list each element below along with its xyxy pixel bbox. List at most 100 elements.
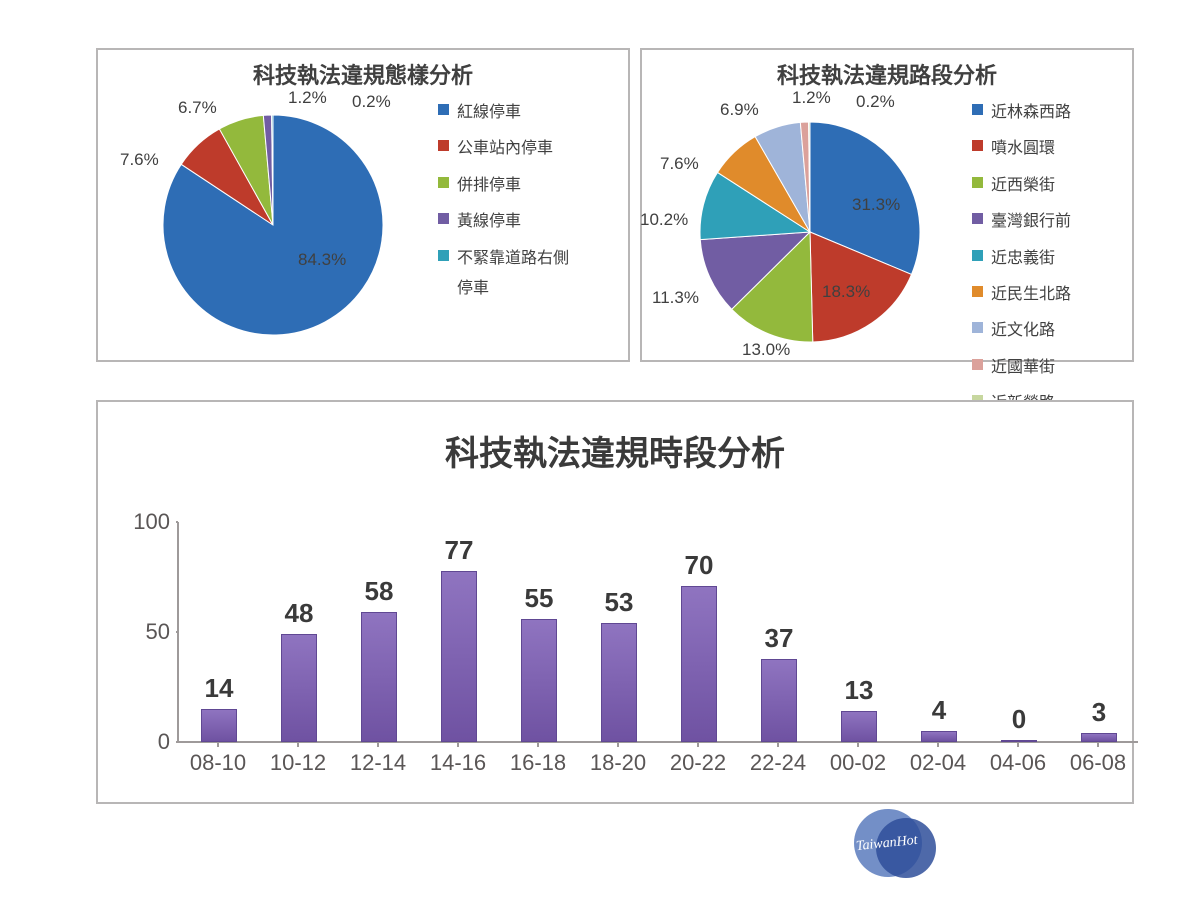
bar-value-label: 70	[685, 550, 714, 581]
legend-label: 近文化路	[991, 316, 1055, 346]
bar: 53	[601, 623, 637, 742]
bar-value-label: 55	[525, 583, 554, 614]
legend-swatch	[438, 250, 449, 261]
legend-item: 黃線停車	[438, 207, 577, 237]
legend-item: 近國華街	[972, 353, 1071, 383]
legend-item: 不緊靠道路右側停車	[438, 244, 577, 305]
legend-label: 併排停車	[457, 171, 521, 201]
x-axis-tick-label: 08-10	[190, 750, 246, 776]
legend-swatch	[972, 104, 983, 115]
x-axis-tick-label: 00-02	[830, 750, 886, 776]
legend-item: 近忠義街	[972, 244, 1071, 274]
x-axis-tick-label: 20-22	[670, 750, 726, 776]
legend-swatch	[972, 213, 983, 224]
watermark-logo: TaiwanHot	[850, 798, 940, 888]
bar: 55	[521, 619, 557, 742]
bar-value-label: 3	[1092, 697, 1106, 728]
legend-swatch	[972, 140, 983, 151]
y-axis-tick-label: 100	[133, 509, 170, 535]
bar: 37	[761, 659, 797, 742]
bar: 77	[441, 571, 477, 742]
pie-percent-label: 6.7%	[178, 98, 217, 118]
legend-item: 近文化路	[972, 316, 1071, 346]
legend-label: 近忠義街	[991, 244, 1055, 274]
pie-percent-label: 0.2%	[352, 92, 391, 112]
bar-value-label: 4	[932, 695, 946, 726]
legend-label: 公車站內停車	[457, 134, 553, 164]
pie-percent-label: 7.6%	[660, 154, 699, 174]
pie-percent-label: 0.2%	[856, 92, 895, 112]
bar-value-label: 0	[1012, 704, 1026, 735]
pie-percent-label: 7.6%	[120, 150, 159, 170]
legend-item: 近林森西路	[972, 98, 1071, 128]
bar-value-label: 48	[285, 598, 314, 629]
x-axis-tick-label: 04-06	[990, 750, 1046, 776]
pie-percent-label: 84.3%	[298, 250, 346, 270]
bar: 70	[681, 586, 717, 742]
legend-item: 近民生北路	[972, 280, 1071, 310]
legend-swatch	[972, 322, 983, 333]
x-axis-tick-label: 14-16	[430, 750, 486, 776]
bar-value-label: 37	[765, 623, 794, 654]
legend-item: 紅線停車	[438, 98, 577, 128]
legend-swatch	[972, 250, 983, 261]
pie-chart-road-section: 科技執法違規路段分析 31.3%18.3%13.0%11.3%10.2%7.6%…	[640, 48, 1134, 362]
legend-swatch	[972, 286, 983, 297]
legend-item: 臺灣銀行前	[972, 207, 1071, 237]
page-root: 科技執法違規態樣分析 84.3%7.6%6.7%1.2%0.2% 紅線停車公車站…	[0, 0, 1200, 900]
legend-label: 黃線停車	[457, 207, 521, 237]
bar: 14	[201, 709, 237, 742]
legend-label: 紅線停車	[457, 98, 521, 128]
bar: 0	[1001, 740, 1037, 742]
pie-percent-label: 6.9%	[720, 100, 759, 120]
legend-item: 噴水圓環	[972, 134, 1071, 164]
bar-value-label: 13	[845, 675, 874, 706]
bar: 3	[1081, 733, 1117, 742]
x-axis-tick-label: 06-08	[1070, 750, 1126, 776]
x-axis-tick-label: 12-14	[350, 750, 406, 776]
x-axis-tick-label: 18-20	[590, 750, 646, 776]
bar: 58	[361, 612, 397, 742]
x-axis-tick-label: 10-12	[270, 750, 326, 776]
bar-chart-time-slot: 科技執法違規時段分析 0 50 100 14 08-10 48 10-12 58 12-14 77…	[96, 400, 1134, 804]
pie-percent-label: 1.2%	[288, 88, 327, 108]
legend-item: 近西榮街	[972, 171, 1071, 201]
legend-item: 公車站內停車	[438, 134, 577, 164]
legend-item: 併排停車	[438, 171, 577, 201]
legend-label: 臺灣銀行前	[991, 207, 1071, 237]
bar: 48	[281, 634, 317, 742]
x-axis-tick-label: 16-18	[510, 750, 566, 776]
legend-swatch	[438, 104, 449, 115]
x-axis-tick-label: 02-04	[910, 750, 966, 776]
chart-legend: 近林森西路噴水圓環近西榮街臺灣銀行前近忠義街近民生北路近文化路近國華街近新榮路	[972, 98, 1071, 426]
legend-swatch	[438, 140, 449, 151]
bar-value-label: 77	[445, 535, 474, 566]
legend-label: 噴水圓環	[991, 134, 1055, 164]
legend-label: 近林森西路	[991, 98, 1071, 128]
legend-label: 近國華街	[991, 353, 1055, 383]
pie-percent-label: 31.3%	[852, 195, 900, 215]
legend-swatch	[438, 213, 449, 224]
legend-label: 近民生北路	[991, 280, 1071, 310]
legend-swatch	[972, 359, 983, 370]
bar-value-label: 14	[205, 673, 234, 704]
legend-swatch	[438, 177, 449, 188]
pie-percent-label: 10.2%	[640, 210, 688, 230]
pie-percent-label: 11.3%	[652, 288, 699, 308]
legend-label: 不緊靠道路右側停車	[457, 244, 577, 305]
pie-percent-label: 13.0%	[742, 340, 790, 360]
y-axis-tick-label: 50	[146, 619, 170, 645]
legend-label: 近西榮街	[991, 171, 1055, 201]
chart-legend: 紅線停車公車站內停車併排停車黃線停車不緊靠道路右側停車	[438, 98, 577, 310]
chart-title: 科技執法違規時段分析	[98, 426, 1132, 475]
y-axis-tick-label: 0	[158, 729, 170, 755]
bar: 4	[921, 731, 957, 742]
bar: 13	[841, 711, 877, 742]
bar-value-label: 58	[365, 576, 394, 607]
bar-value-label: 53	[605, 587, 634, 618]
pie-percent-label: 18.3%	[822, 282, 870, 302]
bar-plot: 0501001408-104810-125812-147714-165516-1…	[178, 522, 1138, 742]
pie-chart-violation-type: 科技執法違規態樣分析 84.3%7.6%6.7%1.2%0.2% 紅線停車公車站…	[96, 48, 630, 362]
legend-swatch	[972, 177, 983, 188]
x-axis-tick-label: 22-24	[750, 750, 806, 776]
